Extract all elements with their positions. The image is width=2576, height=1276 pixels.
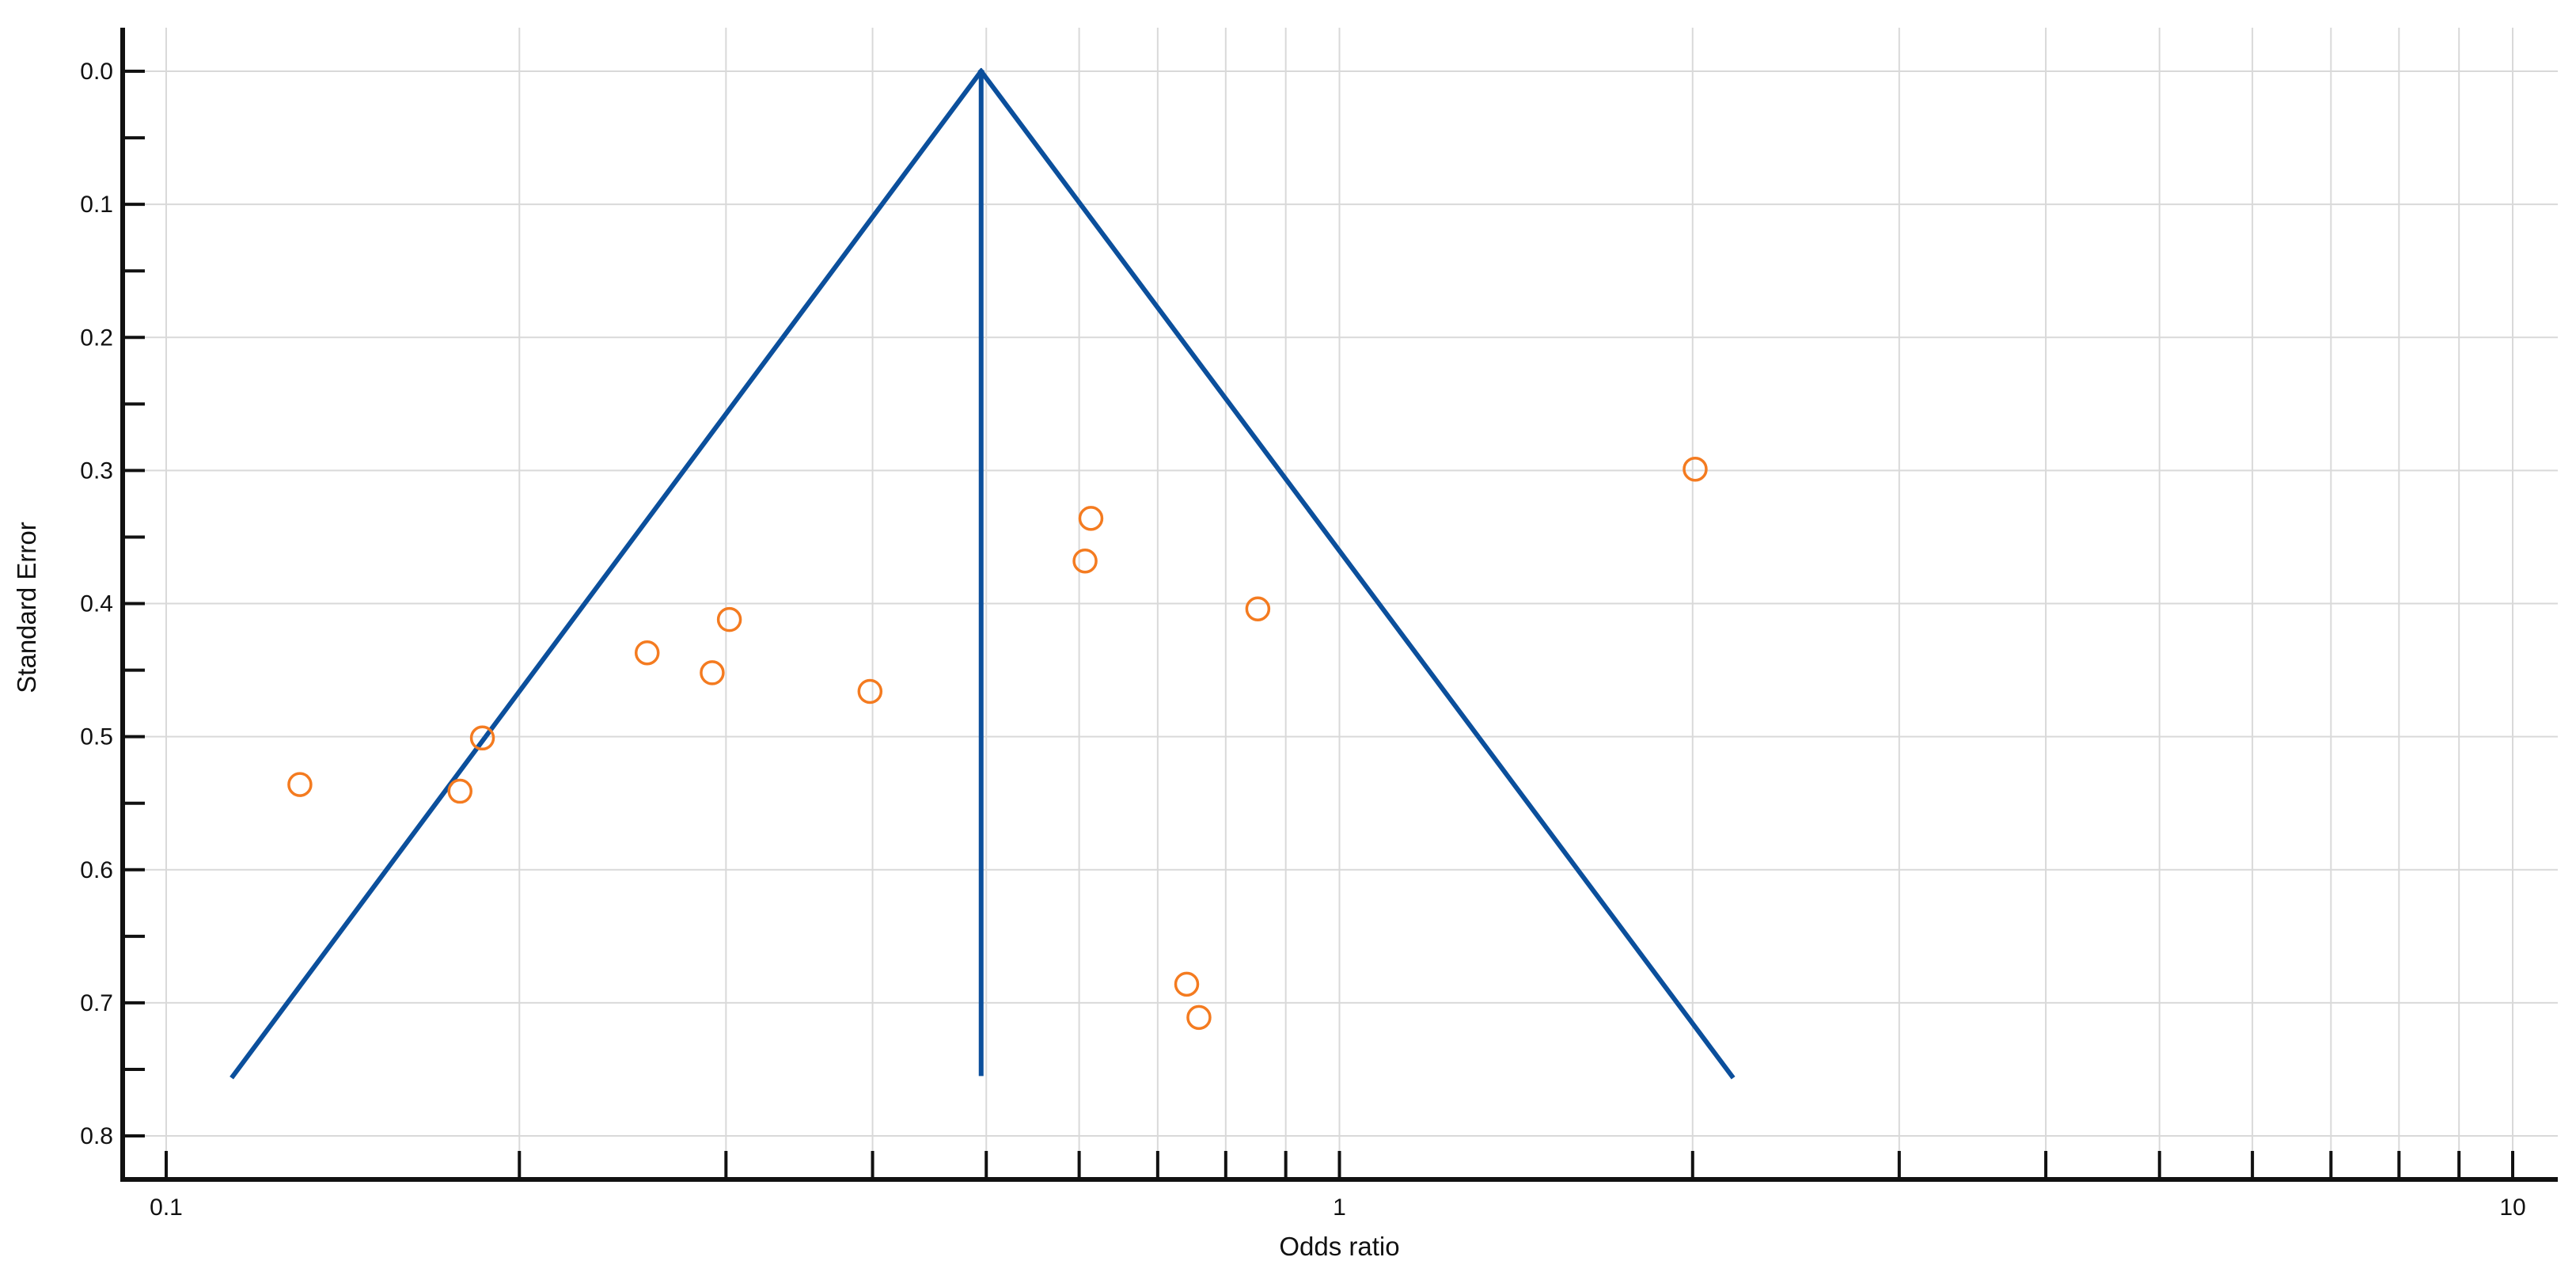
grid-lines: [123, 28, 2558, 1179]
funnel-left-limit: [230, 67, 984, 1080]
x-tick-label: 10: [2499, 1194, 2525, 1221]
y-tick-label: 0.3: [80, 458, 113, 484]
study-point: [1186, 1004, 1212, 1031]
y-tick-label: 0.5: [80, 724, 113, 750]
y-tick-label: 0.0: [80, 59, 113, 85]
x-axis-label: Odds ratio: [1279, 1232, 1399, 1261]
study-points: [287, 456, 1708, 1031]
study-point: [447, 778, 472, 804]
study-point: [716, 606, 742, 632]
study-point: [1174, 971, 1200, 997]
y-tick-label: 0.4: [80, 591, 113, 617]
y-axis-label: Standard Error: [12, 522, 41, 693]
study-point: [1078, 506, 1104, 531]
study-point: [469, 725, 495, 751]
funnel-lines: [230, 67, 1736, 1080]
axis-ticks: 0.0 0.1 0.2 0.3 0.4 0.5 0.6 0.7 0.8 0.1 1 10: [80, 59, 2525, 1221]
funnel-right-limit: [977, 67, 1736, 1080]
x-tick-label: 1: [1333, 1194, 1346, 1221]
y-tick-label: 0.6: [80, 857, 113, 883]
study-point: [634, 640, 660, 666]
study-point: [857, 678, 883, 704]
study-point: [700, 660, 725, 685]
y-tick-label: 0.8: [80, 1123, 113, 1149]
study-point: [287, 772, 313, 797]
study-point: [1683, 456, 1708, 482]
y-tick-label: 0.2: [80, 325, 113, 351]
x-tick-label: 0.1: [150, 1194, 183, 1221]
y-tick-label: 0.7: [80, 990, 113, 1016]
y-tick-label: 0.1: [80, 192, 113, 218]
study-point: [1072, 548, 1098, 574]
study-point: [1245, 596, 1271, 621]
